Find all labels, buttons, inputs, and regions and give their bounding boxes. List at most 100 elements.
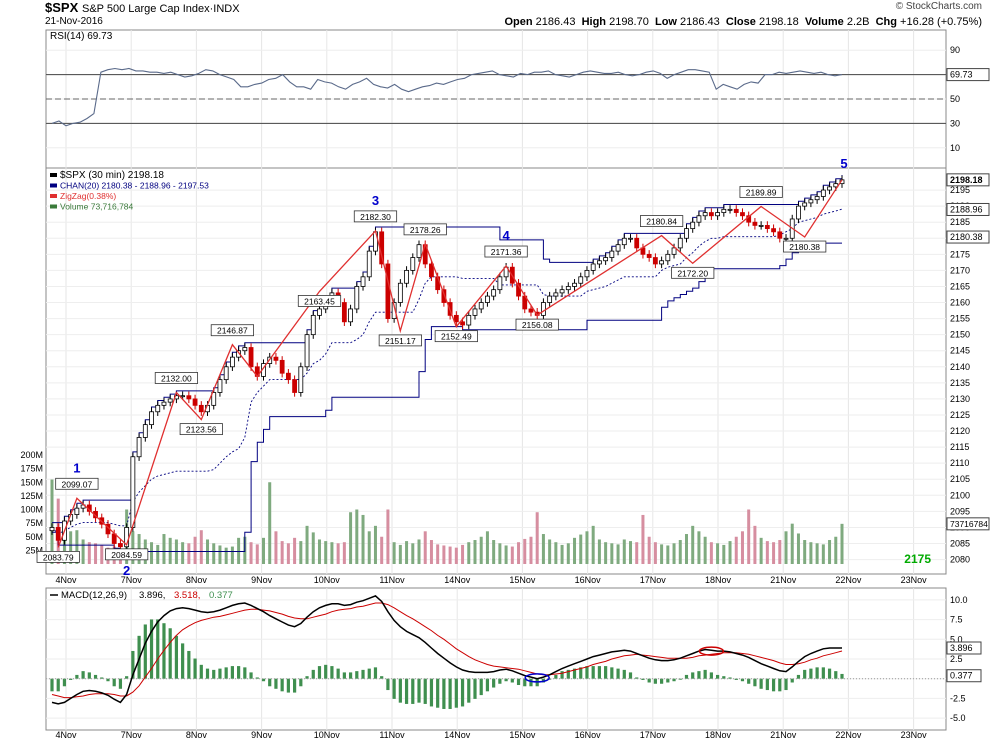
candle-body bbox=[441, 289, 447, 303]
volume-bar bbox=[423, 531, 427, 564]
volume-bar bbox=[840, 523, 844, 564]
macd-histogram-bar bbox=[678, 678, 682, 680]
volume-bar bbox=[834, 536, 838, 564]
macd-histogram-bar bbox=[666, 678, 670, 683]
candle-body bbox=[180, 395, 186, 398]
candle-body bbox=[285, 372, 291, 381]
volume-bar bbox=[523, 538, 527, 564]
price-y-tick-label: 2195 bbox=[950, 185, 970, 195]
price-value-tag bbox=[946, 173, 990, 187]
volume-bar bbox=[218, 545, 222, 564]
macd-value-tag-label: 3.896 bbox=[950, 643, 973, 653]
macd-histogram-bar bbox=[243, 667, 247, 679]
volume-bar bbox=[467, 542, 471, 564]
candle-body bbox=[590, 263, 596, 271]
zigzag-value-box bbox=[640, 215, 684, 227]
candle-body bbox=[752, 221, 758, 226]
volume-bar bbox=[181, 542, 185, 564]
candle-body bbox=[621, 237, 627, 246]
volume-bar bbox=[790, 523, 794, 564]
macd-histogram-bar bbox=[834, 671, 838, 679]
macd-histogram-bar bbox=[635, 677, 639, 679]
volume-bar bbox=[280, 541, 284, 564]
macd-histogram-bar bbox=[672, 678, 676, 682]
macd-histogram-bar bbox=[548, 678, 552, 680]
chg-value: +16.28 (+0.75%) bbox=[900, 16, 982, 28]
macd-histogram-bar bbox=[809, 668, 813, 679]
volume-bar bbox=[616, 544, 620, 564]
candle-body bbox=[696, 215, 702, 223]
macd-histogram-bar bbox=[249, 672, 253, 679]
macd-histogram-bar bbox=[734, 678, 738, 680]
volume-y-tick-label: 75M bbox=[25, 518, 43, 528]
ohlc-summary: Open 2186.43 High 2198.70 Low 2186.43 Cl… bbox=[504, 16, 982, 28]
volume-bar bbox=[784, 531, 788, 564]
price-y-tick-label: 2095 bbox=[950, 506, 970, 516]
elliott-wave-label: 2 bbox=[123, 563, 130, 578]
volume-bar bbox=[330, 542, 334, 564]
candle-body bbox=[242, 347, 248, 352]
candle-body bbox=[279, 359, 285, 374]
macd-histogram-bar bbox=[100, 677, 104, 679]
zigzag-value-box bbox=[783, 240, 827, 253]
volume-bar bbox=[566, 543, 570, 564]
high-label: High bbox=[581, 16, 607, 28]
volume-bar bbox=[268, 482, 272, 564]
candle-body bbox=[397, 282, 403, 303]
volume-bar bbox=[821, 544, 825, 564]
volume-bar bbox=[541, 534, 545, 564]
macd-value-tag-label: 0.377 bbox=[950, 671, 973, 681]
symbol: $SPX bbox=[45, 0, 79, 15]
volume-bar bbox=[461, 544, 465, 564]
volume-bar bbox=[317, 539, 321, 564]
chart-date: 21-Nov-2016 bbox=[45, 16, 103, 27]
volume-label: Volume bbox=[804, 16, 844, 28]
macd-histogram-bar bbox=[790, 678, 794, 683]
price-x-tick-label: 17Nov bbox=[640, 575, 667, 585]
zigzag-value-label: 2151.17 bbox=[385, 336, 416, 346]
macd-histogram-bar bbox=[149, 619, 154, 679]
macd-histogram-bar bbox=[778, 678, 782, 692]
macd-histogram-bar bbox=[604, 666, 608, 679]
price-y-tick-label: 2135 bbox=[950, 378, 970, 388]
rsi-last-value-label: 69.73 bbox=[950, 70, 973, 80]
macd-histogram-bar bbox=[361, 669, 365, 679]
zigzag-value-label: 2084.59 bbox=[111, 550, 142, 560]
macd-histogram-bar bbox=[324, 664, 328, 679]
price-y-tick-label: 2140 bbox=[950, 362, 970, 372]
candle-body bbox=[416, 244, 422, 258]
macd-histogram-bar bbox=[75, 674, 79, 679]
candle-body bbox=[229, 356, 235, 368]
macd-histogram-bar bbox=[722, 676, 726, 679]
exchange: INDX bbox=[213, 3, 240, 15]
zigzag-value-box bbox=[210, 324, 254, 337]
volume-bar bbox=[803, 540, 807, 564]
price-y-tick-label: 2155 bbox=[950, 314, 970, 324]
volume-bar bbox=[479, 536, 483, 564]
volume-bar bbox=[131, 531, 135, 564]
volume-y-tick-label: 50M bbox=[25, 532, 43, 542]
macd-value-tag bbox=[946, 669, 982, 683]
volume-bar bbox=[75, 530, 79, 564]
volume-bar bbox=[678, 540, 682, 564]
candle-body bbox=[553, 292, 559, 297]
candle-body bbox=[802, 202, 808, 207]
macd-x-tick-label: 15Nov bbox=[509, 730, 536, 740]
high-value: 2198.70 bbox=[609, 16, 649, 28]
volume-bar bbox=[796, 533, 800, 564]
zigzag-value-box bbox=[434, 330, 478, 343]
macd-legend-name: MACD(12,26,9) bbox=[61, 590, 127, 601]
macd-histogram-bar bbox=[703, 669, 707, 679]
price-x-tick-label: 7Nov bbox=[121, 575, 143, 585]
price-panel-frame bbox=[45, 167, 947, 575]
macd-signal-value: 3.518, bbox=[174, 590, 200, 601]
close-label: Close bbox=[725, 16, 756, 28]
macd-histogram-bar bbox=[93, 674, 98, 679]
macd-histogram-bar bbox=[187, 650, 191, 679]
macd-histogram-bar bbox=[106, 678, 110, 682]
candle-body bbox=[223, 366, 229, 381]
rsi-y-tick-label: 90 bbox=[950, 45, 960, 55]
volume-value-tag bbox=[946, 517, 990, 531]
zigzag-line bbox=[57, 179, 843, 548]
